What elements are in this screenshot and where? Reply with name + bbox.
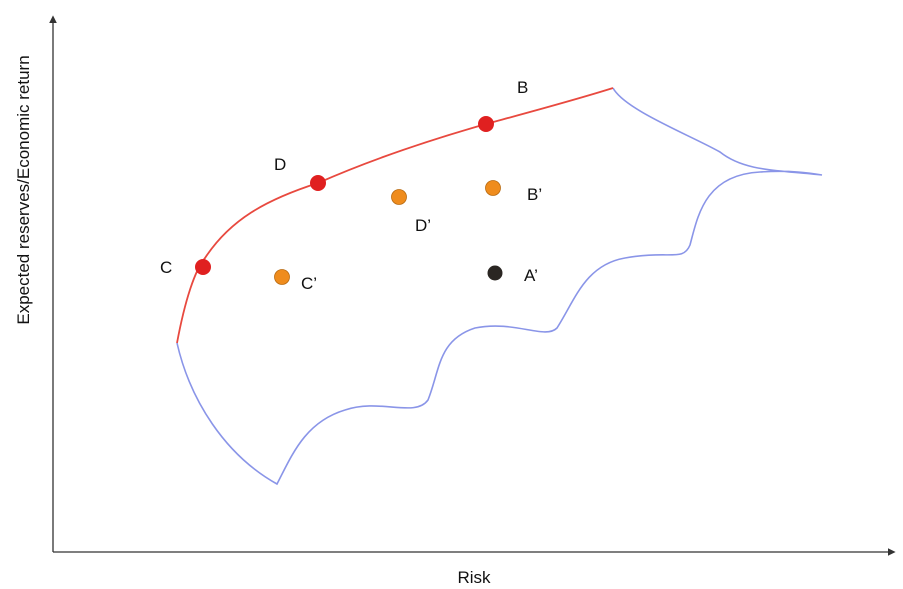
point-c-marker: [195, 259, 211, 275]
y-axis-title: Expected reserves/Economic return: [14, 55, 33, 324]
point-d-label: D: [274, 155, 286, 174]
point-a-prime-marker: [487, 265, 503, 281]
point-b-prime-label: B’: [527, 185, 542, 204]
point-d-prime-label: D’: [415, 216, 431, 235]
point-d-prime-marker: [391, 189, 407, 205]
point-c-label: C: [160, 258, 172, 277]
point-a-prime-label: A’: [524, 266, 538, 285]
feasible-region-boundary: [176, 87, 823, 486]
point-c-prime-marker: [274, 269, 290, 285]
x-axis-title: Risk: [457, 568, 491, 587]
point-b-prime-marker: [485, 180, 501, 196]
point-c-prime-label: C’: [301, 274, 317, 293]
point-b-label: B: [517, 78, 528, 97]
point-d-marker: [310, 175, 326, 191]
efficient-frontier-curve: [176, 87, 614, 344]
point-b-marker: [478, 116, 494, 132]
